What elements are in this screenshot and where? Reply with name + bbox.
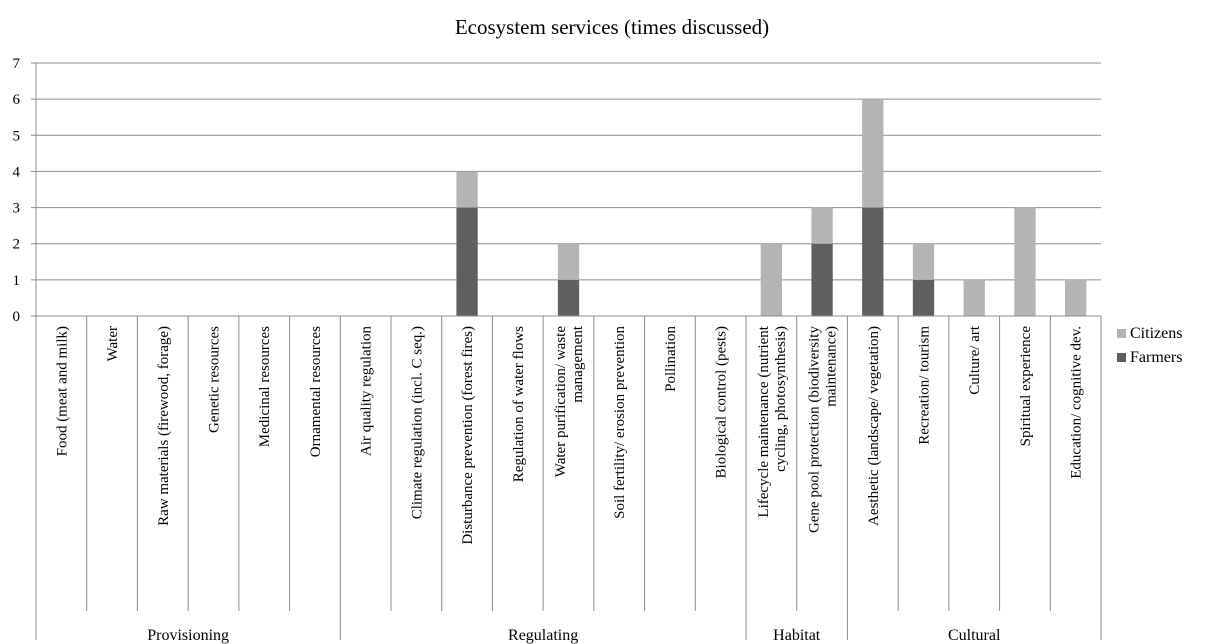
category-label: Biological control (pests) <box>714 326 730 478</box>
category-label: Culture/ art <box>967 325 983 395</box>
category-labels: Food (meat and milk) Water Raw materials (… <box>54 325 1084 545</box>
legend-swatch-farmers <box>1117 353 1126 362</box>
bar-farmers-18 <box>912 279 935 316</box>
chart-title: Ecosystem services (times discussed) <box>455 15 769 39</box>
category-label: Water purification/ waste <box>553 326 569 478</box>
y-tick-label: 2 <box>13 237 21 253</box>
bar-farmers-17 <box>862 207 884 316</box>
legend-label-citizens: Citizens <box>1130 325 1182 342</box>
legend-swatch-citizens <box>1117 329 1126 338</box>
bar-citizens-19 <box>963 279 985 316</box>
bar-citizens-17 <box>862 99 884 208</box>
category-label: Aesthetic (landscape/ vegetation) <box>866 326 882 526</box>
bar-citizens-21 <box>1064 279 1087 316</box>
category-label: Climate regulation (incl. C seq.) <box>409 326 425 519</box>
category-label: Medicinal resources <box>257 326 273 447</box>
category-label: Pollination <box>663 326 679 392</box>
category-label: Soil fertility/ erosion prevention <box>612 326 628 519</box>
y-tick-labels: 0 1 2 3 4 5 6 7 <box>13 56 21 325</box>
category-label: Ornamental resources <box>308 326 324 457</box>
y-tick-label: 6 <box>13 92 21 108</box>
category-label: Raw materials (firewood, forage) <box>156 326 172 526</box>
group-labels: Provisioning Regulating Habitat Cultural <box>147 627 1001 644</box>
category-label: Air quality regulation <box>359 326 375 456</box>
bar-farmers-9 <box>456 207 478 316</box>
bar-citizens-16 <box>811 207 833 244</box>
group-label-cultural: Cultural <box>948 627 1001 644</box>
y-tick-label: 1 <box>13 273 21 289</box>
group-label-regulating: Regulating <box>508 627 578 644</box>
category-label: Education/ cognitive dev. <box>1069 326 1085 479</box>
group-label-provisioning: Provisioning <box>147 627 229 644</box>
legend-label-farmers: Farmers <box>1130 349 1182 366</box>
bar-farmers-16 <box>811 243 833 316</box>
legend: Citizens Farmers <box>1117 325 1182 366</box>
category-label: Spiritual experience <box>1018 326 1034 447</box>
y-tick-label: 3 <box>13 201 21 217</box>
category-label: Water <box>105 326 121 361</box>
category-label: Disturbance prevention (forest fires) <box>460 326 476 545</box>
gridlines <box>36 62 1101 281</box>
bar-citizens-18 <box>912 243 935 280</box>
category-label: maintenance) <box>824 326 840 407</box>
y-tick-label: 0 <box>13 309 21 325</box>
category-label: cycling, photosynthesis) <box>773 326 789 472</box>
axes <box>31 62 1102 640</box>
category-label: Genetic resources <box>207 326 223 433</box>
group-label-habitat: Habitat <box>773 627 821 644</box>
y-tick-label: 7 <box>13 56 21 72</box>
category-label: Food (meat and milk) <box>54 326 70 456</box>
bar-citizens-20 <box>1014 207 1036 316</box>
bar-farmers-11 <box>557 279 580 316</box>
y-tick-label: 5 <box>13 128 21 144</box>
bar-citizens-15 <box>760 243 783 316</box>
bars <box>456 99 1087 316</box>
bar-citizens-9 <box>456 171 478 208</box>
bar-citizens-11 <box>557 243 580 280</box>
category-label: Regulation of water flows <box>511 326 527 482</box>
y-tick-label: 4 <box>13 164 21 180</box>
category-label: Gene pool protection (biodiversity <box>807 326 823 534</box>
category-label: Lifecycle maintenance (nutrient <box>756 325 772 517</box>
category-label: management <box>570 325 586 402</box>
category-label: Recreation/ tourism <box>917 326 933 445</box>
